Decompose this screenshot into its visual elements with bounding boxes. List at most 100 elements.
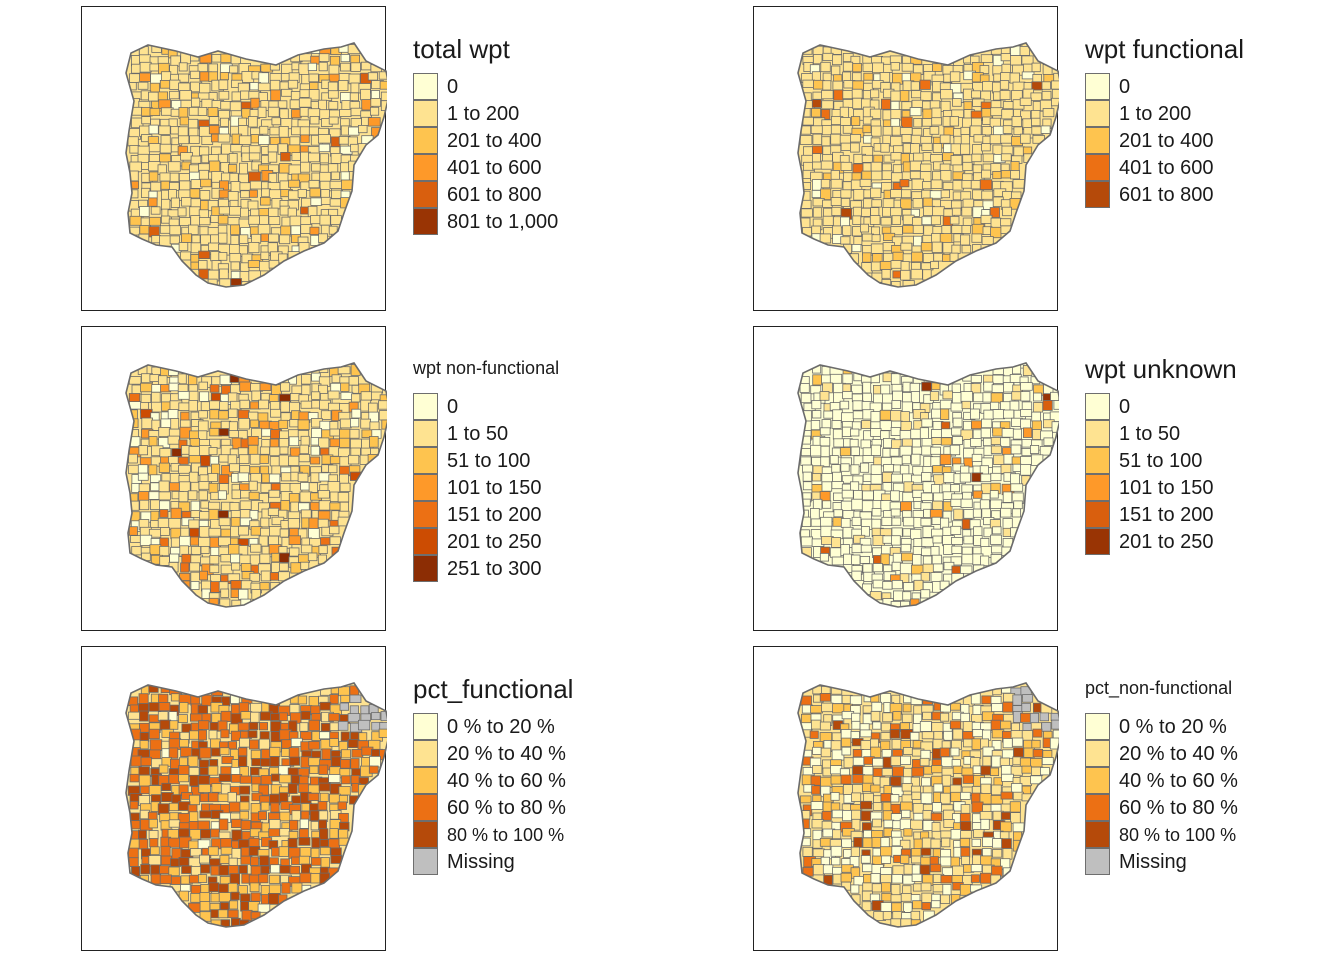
district-polygon xyxy=(870,187,882,199)
district-polygon xyxy=(208,116,220,125)
district-polygon xyxy=(820,179,831,189)
district-polygon xyxy=(149,374,160,383)
district-polygon xyxy=(899,90,910,102)
district-polygon xyxy=(810,508,820,520)
district-polygon xyxy=(890,189,903,199)
district-polygon xyxy=(329,722,340,732)
district-polygon xyxy=(1010,730,1024,739)
district-polygon xyxy=(340,391,354,401)
district-polygon xyxy=(187,755,199,767)
district-polygon xyxy=(169,181,180,191)
map-frame xyxy=(81,646,387,951)
district-polygon xyxy=(880,846,893,857)
district-polygon xyxy=(131,546,143,556)
district-polygon xyxy=(159,874,172,885)
district-polygon xyxy=(882,712,893,723)
legend-label: 601 to 800 xyxy=(447,184,542,206)
district-polygon xyxy=(168,819,181,828)
district-polygon xyxy=(288,819,299,831)
district-polygon xyxy=(943,730,953,741)
district-polygon xyxy=(259,855,270,866)
district-polygon xyxy=(909,732,920,741)
district-polygon xyxy=(281,63,293,75)
district-polygon xyxy=(248,480,258,491)
district-polygon xyxy=(822,215,834,226)
district-polygon xyxy=(239,737,251,748)
district-polygon xyxy=(870,170,883,181)
district-polygon xyxy=(208,447,218,456)
district-polygon xyxy=(178,173,190,182)
district-polygon xyxy=(270,408,282,418)
district-polygon xyxy=(300,374,312,385)
district-polygon xyxy=(891,400,901,410)
district-polygon xyxy=(360,418,372,429)
district-polygon xyxy=(177,456,189,465)
district-polygon xyxy=(812,863,825,876)
district-polygon xyxy=(1010,444,1022,455)
district-polygon xyxy=(860,855,871,864)
district-polygon xyxy=(329,502,342,511)
district-polygon xyxy=(972,729,984,738)
district-polygon xyxy=(347,713,361,723)
legend-label: 251 to 300 xyxy=(447,558,542,580)
district-polygon xyxy=(229,172,239,183)
district-polygon xyxy=(943,819,955,828)
district-polygon xyxy=(260,801,270,811)
district-polygon xyxy=(180,411,190,421)
district-polygon xyxy=(872,802,883,811)
district-polygon xyxy=(278,438,289,448)
district-polygon xyxy=(218,474,230,484)
legend-swatch xyxy=(413,447,438,474)
legend-label: Missing xyxy=(447,851,515,873)
district-polygon xyxy=(219,268,229,280)
district-polygon xyxy=(870,411,881,423)
district-polygon xyxy=(970,438,982,447)
district-polygon xyxy=(370,98,381,107)
district-polygon xyxy=(308,517,319,530)
district-polygon xyxy=(840,161,853,171)
district-polygon xyxy=(220,53,232,63)
district-polygon xyxy=(238,454,250,464)
district-polygon xyxy=(830,133,842,145)
district-polygon xyxy=(188,471,199,483)
district-polygon xyxy=(318,500,331,511)
district-polygon xyxy=(1002,409,1015,419)
district-polygon xyxy=(800,456,812,466)
district-polygon xyxy=(239,801,250,811)
district-polygon xyxy=(330,136,341,148)
district-polygon xyxy=(912,197,924,209)
district-polygon xyxy=(159,545,170,557)
district-polygon xyxy=(851,809,862,821)
district-polygon xyxy=(198,420,209,432)
district-polygon xyxy=(1002,447,1012,456)
district-polygon xyxy=(189,438,200,447)
district-polygon xyxy=(309,116,320,125)
district-polygon xyxy=(340,759,351,769)
district-polygon xyxy=(990,437,1002,445)
district-polygon xyxy=(248,189,258,198)
district-polygon xyxy=(921,902,932,911)
district-polygon xyxy=(368,765,379,774)
district-polygon xyxy=(190,848,202,857)
district-polygon xyxy=(230,278,242,286)
district-polygon xyxy=(229,463,240,473)
district-polygon xyxy=(890,135,903,147)
district-polygon xyxy=(237,117,247,127)
district-polygon xyxy=(810,420,821,431)
district-polygon xyxy=(833,438,846,448)
district-polygon xyxy=(301,384,311,396)
district-polygon xyxy=(1031,62,1041,73)
district-polygon xyxy=(278,712,288,722)
district-polygon xyxy=(912,553,922,566)
district-polygon xyxy=(931,765,943,774)
district-polygon xyxy=(920,847,932,856)
district-polygon xyxy=(181,233,192,243)
district-polygon xyxy=(940,89,953,100)
district-polygon xyxy=(199,525,210,538)
country-outline xyxy=(125,362,387,608)
district-polygon xyxy=(991,784,1002,796)
district-polygon xyxy=(200,454,212,467)
district-polygon xyxy=(237,82,250,93)
district-polygon xyxy=(922,152,932,162)
district-polygon xyxy=(880,142,890,153)
